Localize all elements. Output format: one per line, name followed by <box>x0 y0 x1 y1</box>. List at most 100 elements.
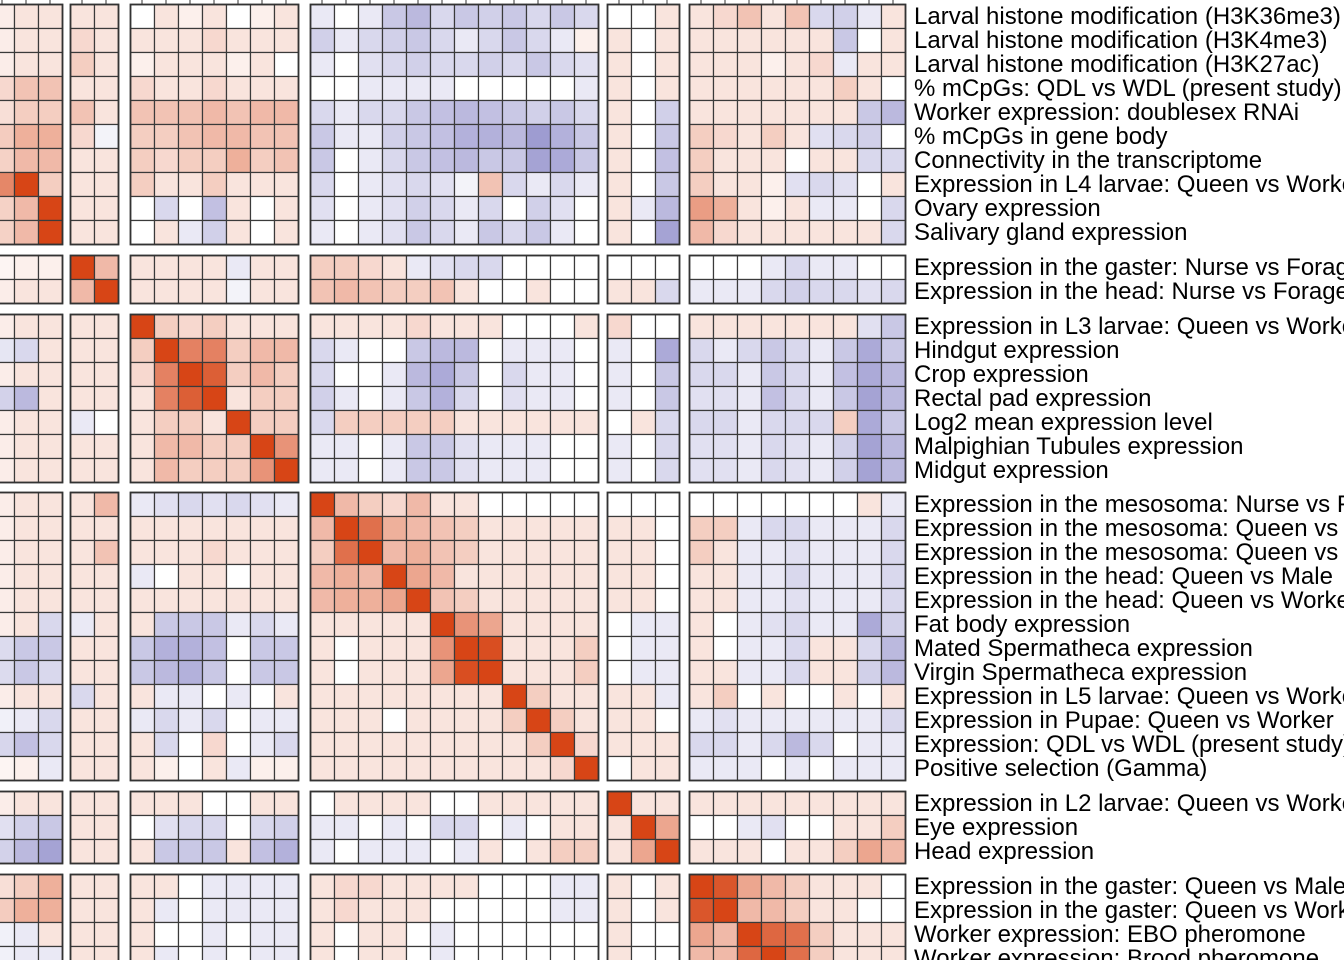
heatmap-cell <box>249 707 276 734</box>
heatmap-cell <box>573 563 600 590</box>
heatmap-cell <box>129 219 156 246</box>
heatmap-cell <box>712 611 739 638</box>
heatmap-cell <box>784 731 811 758</box>
heatmap-cell <box>784 147 811 174</box>
heatmap-cell <box>501 707 528 734</box>
heatmap-cell <box>606 814 633 841</box>
heatmap-cell <box>309 707 336 734</box>
heatmap-cell <box>832 51 859 78</box>
heatmap-cell <box>549 361 576 388</box>
heatmap-cell <box>37 337 64 364</box>
heatmap-cell <box>760 123 787 150</box>
heatmap-cell <box>856 635 883 662</box>
heatmap-cell <box>69 337 96 364</box>
heatmap-cell <box>69 361 96 388</box>
heatmap-cell <box>453 195 480 222</box>
heatmap-cell <box>630 278 657 305</box>
heatmap-cell <box>760 337 787 364</box>
heatmap-cell <box>736 219 763 246</box>
heatmap-cell <box>688 611 715 638</box>
heatmap-cell <box>453 75 480 102</box>
heatmap-cell <box>856 254 883 281</box>
heatmap-cell <box>333 515 360 542</box>
heatmap-cell <box>453 611 480 638</box>
heatmap-cell <box>760 171 787 198</box>
heatmap-cell <box>429 659 456 686</box>
heatmap-cell <box>832 683 859 710</box>
heatmap-cell <box>880 683 907 710</box>
heatmap-cell <box>273 171 300 198</box>
heatmap-cell <box>525 278 552 305</box>
heatmap-cell <box>0 385 16 412</box>
heatmap-cell <box>880 457 907 484</box>
heatmap-cell <box>808 755 835 782</box>
heatmap-cell <box>357 409 384 436</box>
heatmap-cell <box>856 945 883 965</box>
heatmap-cell <box>381 195 408 222</box>
heatmap-cell <box>273 219 300 246</box>
heatmap-cell <box>880 99 907 126</box>
heatmap-cell <box>177 515 204 542</box>
heatmap-cell <box>201 945 228 965</box>
heatmap-cell <box>736 707 763 734</box>
heatmap-cell <box>606 254 633 281</box>
heatmap-cell <box>129 814 156 841</box>
heatmap-cell <box>654 611 681 638</box>
heatmap-cell <box>712 75 739 102</box>
heatmap-cell <box>784 563 811 590</box>
heatmap-cell <box>37 254 64 281</box>
heatmap-cell <box>249 254 276 281</box>
heatmap-cell <box>606 313 633 340</box>
heatmap-cell <box>573 433 600 460</box>
heatmap-cell <box>249 755 276 782</box>
heatmap-cell <box>201 433 228 460</box>
heatmap-cell <box>736 755 763 782</box>
heatmap-cell <box>736 491 763 518</box>
heatmap-cell <box>177 659 204 686</box>
heatmap-cell <box>13 278 40 305</box>
block-outlines <box>0 3 907 965</box>
heatmap-cell <box>808 123 835 150</box>
heatmap-cell <box>333 147 360 174</box>
heatmap-cell <box>525 838 552 865</box>
heatmap-cell <box>405 683 432 710</box>
heatmap-cell <box>808 219 835 246</box>
heatmap-cell <box>129 313 156 340</box>
heatmap-cell <box>453 409 480 436</box>
heatmap-cell <box>249 790 276 817</box>
block-outline <box>688 3 907 246</box>
heatmap-cell <box>405 659 432 686</box>
heatmap-cell <box>0 659 16 686</box>
heatmap-cell <box>69 515 96 542</box>
heatmap-cell <box>273 123 300 150</box>
row-label: Expression in L3 larvae: Queen vs Worker <box>914 313 1344 340</box>
heatmap-cell <box>525 873 552 900</box>
heatmap-cell <box>405 99 432 126</box>
heatmap-cell <box>808 539 835 566</box>
heatmap-cell <box>309 683 336 710</box>
heatmap-cell <box>37 838 64 865</box>
heatmap-cell <box>153 361 180 388</box>
heatmap-cell <box>712 755 739 782</box>
heatmap-cell <box>549 707 576 734</box>
heatmap-cell <box>225 563 252 590</box>
heatmap-cell <box>832 254 859 281</box>
heatmap-cell <box>309 27 336 54</box>
heatmap-cell <box>273 337 300 364</box>
heatmap-cell <box>429 313 456 340</box>
heatmap-cell <box>784 219 811 246</box>
block-outline <box>309 790 600 865</box>
heatmap-cell <box>177 171 204 198</box>
heatmap-cell <box>549 945 576 965</box>
heatmap-cell <box>0 491 16 518</box>
heatmap-cell <box>225 219 252 246</box>
heatmap-cell <box>784 587 811 614</box>
block-outline <box>606 491 681 782</box>
heatmap-cell <box>309 99 336 126</box>
heatmap-cell <box>573 195 600 222</box>
heatmap-cell <box>381 409 408 436</box>
heatmap-cell <box>69 897 96 924</box>
row-label: Fat body expression <box>914 611 1130 638</box>
heatmap-cell <box>688 683 715 710</box>
heatmap-cell <box>606 563 633 590</box>
